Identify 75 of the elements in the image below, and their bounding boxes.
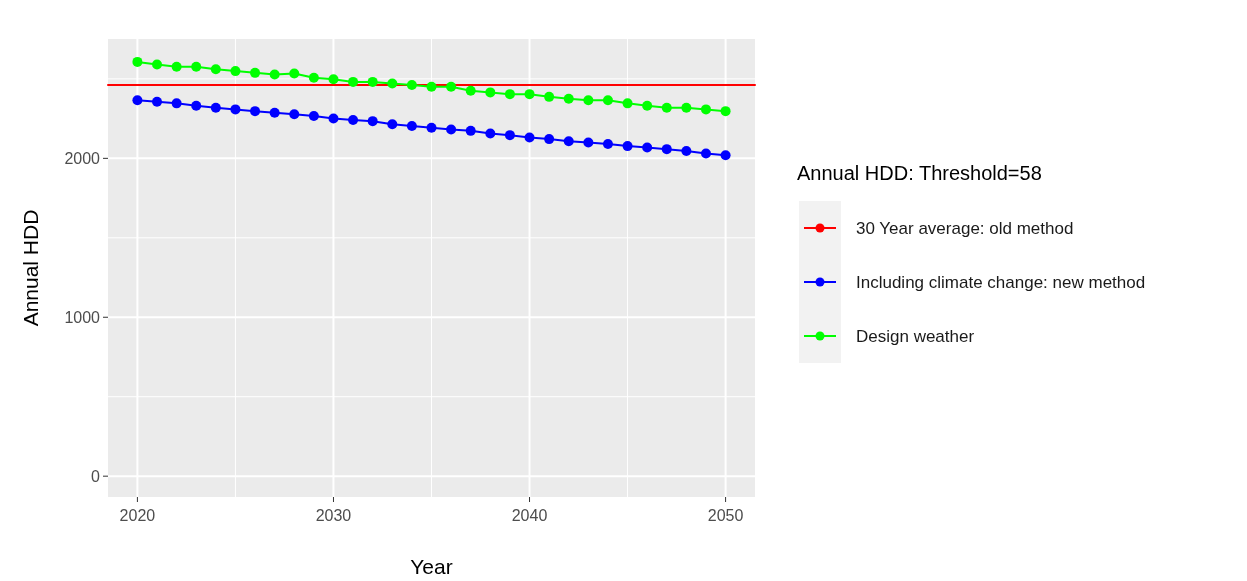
point xyxy=(563,136,574,147)
point xyxy=(524,132,535,143)
point xyxy=(426,81,437,92)
point xyxy=(328,113,339,124)
point xyxy=(269,69,280,80)
point xyxy=(426,122,437,133)
point xyxy=(446,81,457,92)
point xyxy=(504,89,515,100)
point xyxy=(289,109,300,120)
point xyxy=(171,98,182,109)
legend-title: Annual HDD: Threshold=58 xyxy=(797,162,1042,184)
point xyxy=(230,104,241,115)
point xyxy=(308,72,319,83)
x-tick-label: 2040 xyxy=(511,507,548,524)
point xyxy=(171,61,182,72)
point xyxy=(661,144,672,155)
point xyxy=(250,67,261,78)
point xyxy=(348,76,359,87)
point xyxy=(700,148,711,159)
point xyxy=(465,125,476,136)
point xyxy=(720,150,731,161)
x-tick-label: 2020 xyxy=(119,507,156,524)
point xyxy=(661,102,672,113)
point xyxy=(387,119,398,130)
legend-label: Design weather xyxy=(856,326,975,346)
y-tick-label: 0 xyxy=(91,467,101,485)
point xyxy=(642,100,653,111)
point xyxy=(446,124,457,135)
point xyxy=(387,78,398,89)
point xyxy=(289,68,300,79)
point xyxy=(524,89,535,100)
y-tick-label: 1000 xyxy=(64,308,101,326)
point xyxy=(406,121,417,132)
point xyxy=(269,107,280,118)
point xyxy=(328,74,339,85)
point xyxy=(681,102,692,113)
point xyxy=(191,100,202,111)
point xyxy=(230,66,241,77)
point xyxy=(132,56,143,67)
point xyxy=(367,116,378,127)
point xyxy=(152,96,163,107)
point xyxy=(465,85,476,96)
point xyxy=(504,130,515,141)
x-axis-title: Year xyxy=(410,555,453,578)
y-axis-title: Annual HDD xyxy=(19,209,42,327)
point xyxy=(406,80,417,91)
point xyxy=(583,137,594,148)
point xyxy=(681,146,692,157)
point xyxy=(152,59,163,70)
x-tick-label: 2050 xyxy=(707,507,744,524)
legend-label: 30 Year average: old method xyxy=(856,218,1074,238)
point xyxy=(563,93,574,104)
point xyxy=(622,98,633,109)
point xyxy=(250,106,261,117)
point xyxy=(210,64,221,75)
x-tick-label: 2030 xyxy=(315,507,352,524)
point xyxy=(642,142,653,153)
point xyxy=(602,95,613,106)
point xyxy=(583,95,594,106)
point xyxy=(544,91,555,102)
point xyxy=(210,102,221,113)
y-tick-label: 2000 xyxy=(64,149,101,167)
point xyxy=(485,87,496,98)
point xyxy=(544,134,555,145)
point xyxy=(720,106,731,117)
point xyxy=(191,61,202,72)
point xyxy=(367,76,378,87)
point xyxy=(132,95,143,106)
point xyxy=(622,141,633,152)
point xyxy=(602,139,613,150)
point xyxy=(485,128,496,139)
legend-label: Including climate change: new method xyxy=(856,272,1146,292)
point xyxy=(308,111,319,122)
point xyxy=(348,115,359,126)
point xyxy=(700,104,711,115)
